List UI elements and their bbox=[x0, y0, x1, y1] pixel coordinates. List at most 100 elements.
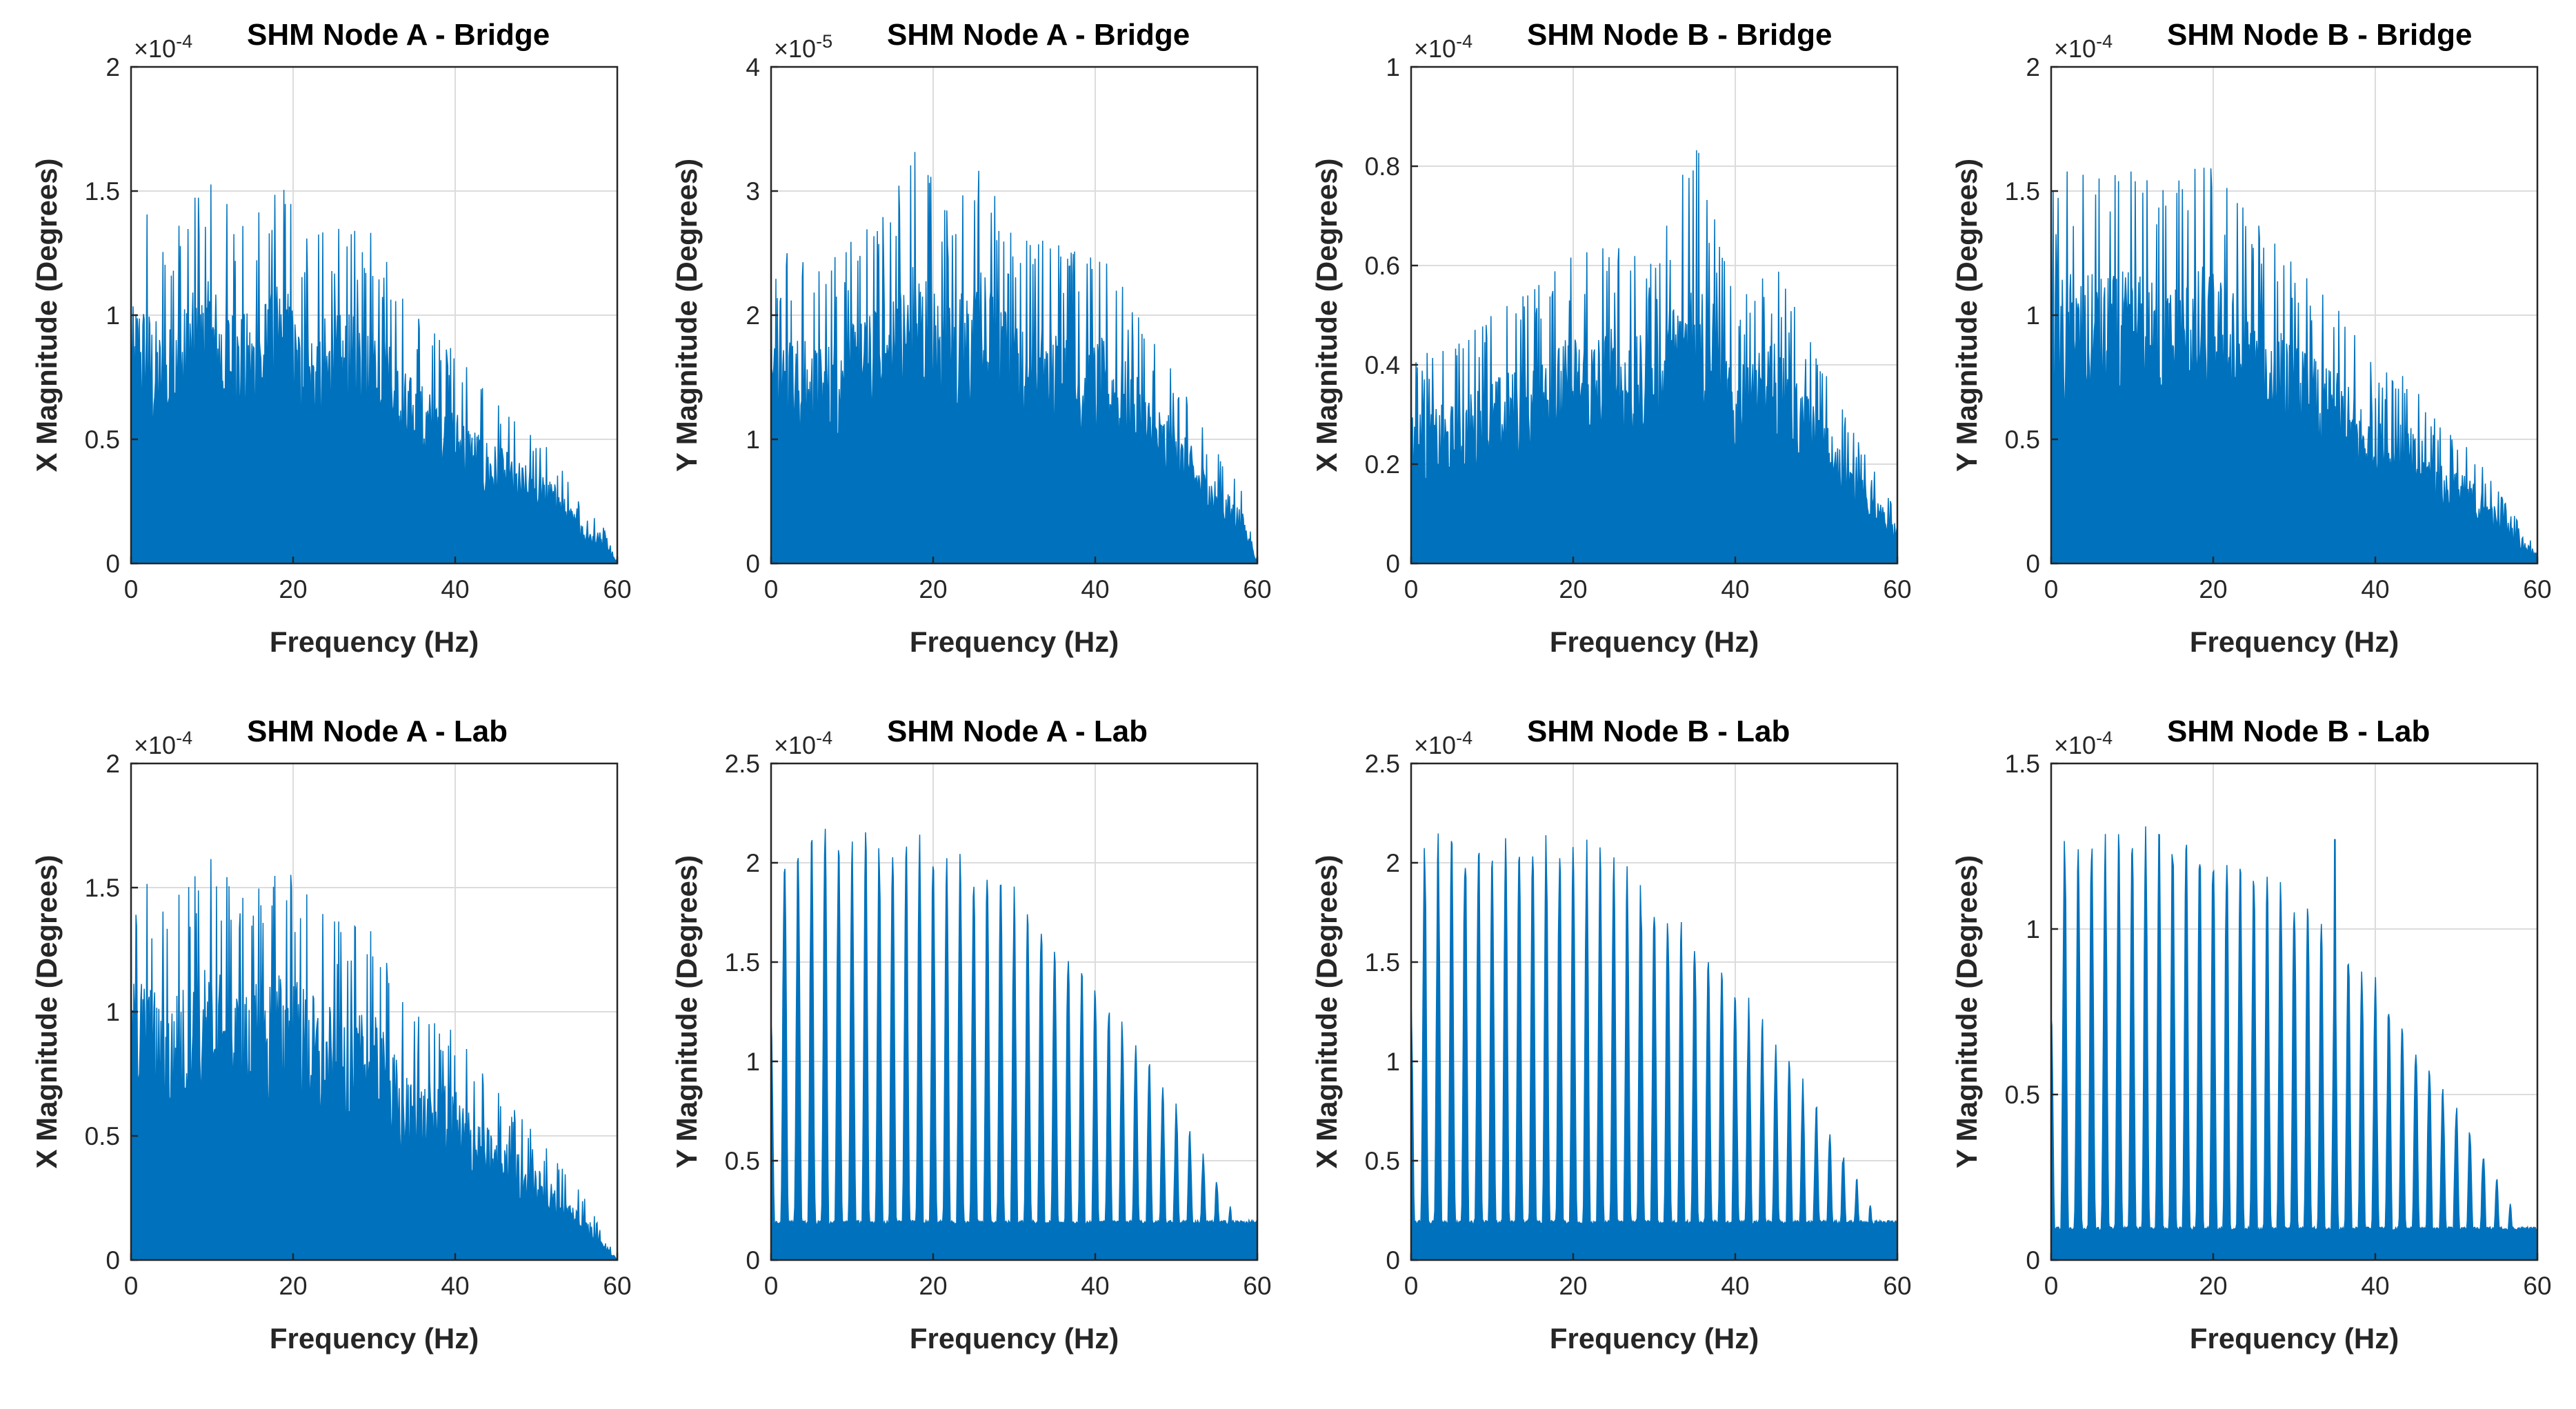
y-tick-label: 0 bbox=[106, 1246, 120, 1275]
subplot-5: 0 20 40 60 0 0.5 1 1.5 2 ×10-4 SHM Node A - Lab Fre… bbox=[30, 715, 632, 1355]
x-tick-label: 0 bbox=[1404, 1272, 1419, 1300]
y-tick-label: 0.4 bbox=[1365, 351, 1400, 379]
subplot-title: SHM Node B - Bridge bbox=[1527, 18, 1832, 52]
y-multiplier: ×10-4 bbox=[2054, 31, 2113, 63]
y-tick-label: 2 bbox=[746, 849, 760, 877]
subplot-title: SHM Node B - Bridge bbox=[2167, 18, 2472, 52]
y-tick-label: 0 bbox=[1386, 550, 1400, 578]
x-tick-label: 40 bbox=[2361, 1272, 2389, 1300]
y-axis-label: Y Magnitude (Degrees) bbox=[1950, 855, 1983, 1168]
x-axis-label: Frequency (Hz) bbox=[1550, 626, 1759, 658]
y-tick-label: 0.5 bbox=[2005, 426, 2040, 454]
subplot-title: SHM Node A - Lab bbox=[247, 715, 508, 748]
spectrum-series bbox=[130, 859, 619, 1261]
x-axis-label: Frequency (Hz) bbox=[910, 1322, 1119, 1355]
subplot-3: 0 20 40 60 0 0.2 0.4 0.6 0.8 1 ×10-4 SHM Node B - B… bbox=[1310, 18, 1912, 658]
x-tick-label: 20 bbox=[279, 575, 307, 603]
y-multiplier: ×10-4 bbox=[1414, 728, 1472, 759]
y-axis-label: X Magnitude (Degrees) bbox=[1310, 855, 1343, 1168]
y-tick-label: 3 bbox=[746, 177, 760, 206]
x-tick-label: 40 bbox=[2361, 575, 2389, 603]
y-tick-label: 2 bbox=[106, 53, 120, 81]
x-tick-label: 40 bbox=[1721, 575, 1749, 603]
x-tick-label: 60 bbox=[1883, 575, 1911, 603]
x-tick-label: 0 bbox=[2044, 575, 2059, 603]
spectrum-series bbox=[770, 152, 1259, 564]
subplot-title: SHM Node A - Bridge bbox=[247, 18, 550, 52]
spectrum-series bbox=[1410, 833, 1898, 1261]
y-tick-label: 0.2 bbox=[1365, 450, 1400, 479]
x-tick-label: 0 bbox=[2044, 1272, 2059, 1300]
y-tick-label: 0 bbox=[106, 550, 120, 578]
y-multiplier: ×10-4 bbox=[134, 31, 192, 63]
y-axis-label: Y Magnitude (Degrees) bbox=[670, 855, 703, 1168]
x-tick-label: 40 bbox=[441, 1272, 469, 1300]
y-tick-label: 1.5 bbox=[725, 948, 760, 977]
y-tick-label: 0.5 bbox=[85, 1122, 120, 1150]
spectrum-series bbox=[770, 828, 1258, 1261]
subplot-2: 0 20 40 60 0 1 2 3 4 ×10-5 SHM Node A - Bridge Freq… bbox=[670, 18, 1272, 658]
x-tick-label: 60 bbox=[603, 1272, 631, 1300]
subplot-title: SHM Node A - Lab bbox=[887, 715, 1148, 748]
y-axis-label: X Magnitude (Degrees) bbox=[1310, 158, 1343, 472]
y-tick-label: 1.5 bbox=[85, 177, 120, 206]
spectrum-series bbox=[1410, 150, 1898, 564]
y-tick-label: 2 bbox=[106, 750, 120, 778]
y-tick-label: 2 bbox=[1386, 849, 1400, 877]
x-axis-label: Frequency (Hz) bbox=[270, 1322, 479, 1355]
subplot-7: 0 20 40 60 0 0.5 1 1.5 2 2.5 ×10-4 SHM Node B - Lab… bbox=[1310, 715, 1912, 1355]
x-tick-label: 60 bbox=[2523, 1272, 2551, 1300]
y-tick-label: 1 bbox=[746, 1048, 760, 1076]
subplot-title: SHM Node B - Lab bbox=[1527, 715, 1790, 748]
y-tick-label: 1 bbox=[106, 301, 120, 330]
y-tick-label: 1.5 bbox=[85, 874, 120, 902]
y-tick-label: 2.5 bbox=[725, 750, 760, 778]
y-tick-label: 0.5 bbox=[1365, 1147, 1400, 1175]
x-tick-label: 0 bbox=[124, 575, 139, 603]
y-tick-label: 1 bbox=[746, 426, 760, 454]
y-multiplier: ×10-4 bbox=[774, 728, 832, 759]
y-multiplier: ×10-4 bbox=[1414, 31, 1472, 63]
x-tick-label: 0 bbox=[764, 575, 779, 603]
y-tick-label: 1 bbox=[1386, 53, 1400, 81]
y-axis-label: Y Magnitude (Degrees) bbox=[670, 159, 703, 472]
y-tick-label: 0.5 bbox=[725, 1147, 760, 1175]
y-tick-label: 2 bbox=[2026, 53, 2040, 81]
y-tick-label: 2 bbox=[746, 301, 760, 330]
subplot-title: SHM Node B - Lab bbox=[2167, 715, 2430, 748]
x-tick-label: 40 bbox=[441, 575, 469, 603]
x-axis-label: Frequency (Hz) bbox=[1550, 1322, 1759, 1355]
subplot-6: 0 20 40 60 0 0.5 1 1.5 2 2.5 ×10-4 SHM Node A - Lab… bbox=[670, 715, 1272, 1355]
y-tick-label: 0.8 bbox=[1365, 152, 1400, 181]
spectrum-series bbox=[130, 184, 619, 564]
spectrum-series bbox=[2050, 168, 2538, 564]
x-tick-label: 40 bbox=[1081, 575, 1109, 603]
subplot-title: SHM Node A - Bridge bbox=[887, 18, 1190, 52]
x-tick-label: 0 bbox=[764, 1272, 779, 1300]
y-tick-label: 0 bbox=[746, 550, 760, 578]
y-tick-label: 0.6 bbox=[1365, 252, 1400, 280]
y-tick-label: 1 bbox=[2026, 301, 2040, 330]
plot-frame bbox=[2050, 762, 2539, 1261]
y-multiplier: ×10-4 bbox=[134, 728, 192, 759]
subplot-8: 0 20 40 60 0 0.5 1 1.5 ×10-4 SHM Node B - Lab Freq… bbox=[1950, 715, 2552, 1355]
plot-frame bbox=[1410, 66, 1899, 565]
plot-frame bbox=[1410, 762, 1899, 1261]
y-multiplier: ×10-4 bbox=[2054, 728, 2113, 759]
x-tick-label: 20 bbox=[919, 575, 947, 603]
x-tick-label: 60 bbox=[603, 575, 631, 603]
x-tick-label: 20 bbox=[279, 1272, 307, 1300]
y-tick-label: 1 bbox=[1386, 1048, 1400, 1076]
x-tick-label: 40 bbox=[1721, 1272, 1749, 1300]
x-tick-label: 20 bbox=[2199, 575, 2227, 603]
y-tick-label: 1.5 bbox=[1365, 948, 1400, 977]
x-tick-label: 60 bbox=[1243, 575, 1271, 603]
x-tick-label: 20 bbox=[919, 1272, 947, 1300]
x-axis-label: Frequency (Hz) bbox=[2190, 1322, 2399, 1355]
x-tick-label: 20 bbox=[1559, 1272, 1587, 1300]
x-tick-label: 60 bbox=[1243, 1272, 1271, 1300]
x-tick-label: 60 bbox=[2523, 575, 2551, 603]
y-tick-label: 0 bbox=[746, 1246, 760, 1275]
y-tick-label: 0.5 bbox=[2005, 1081, 2040, 1109]
